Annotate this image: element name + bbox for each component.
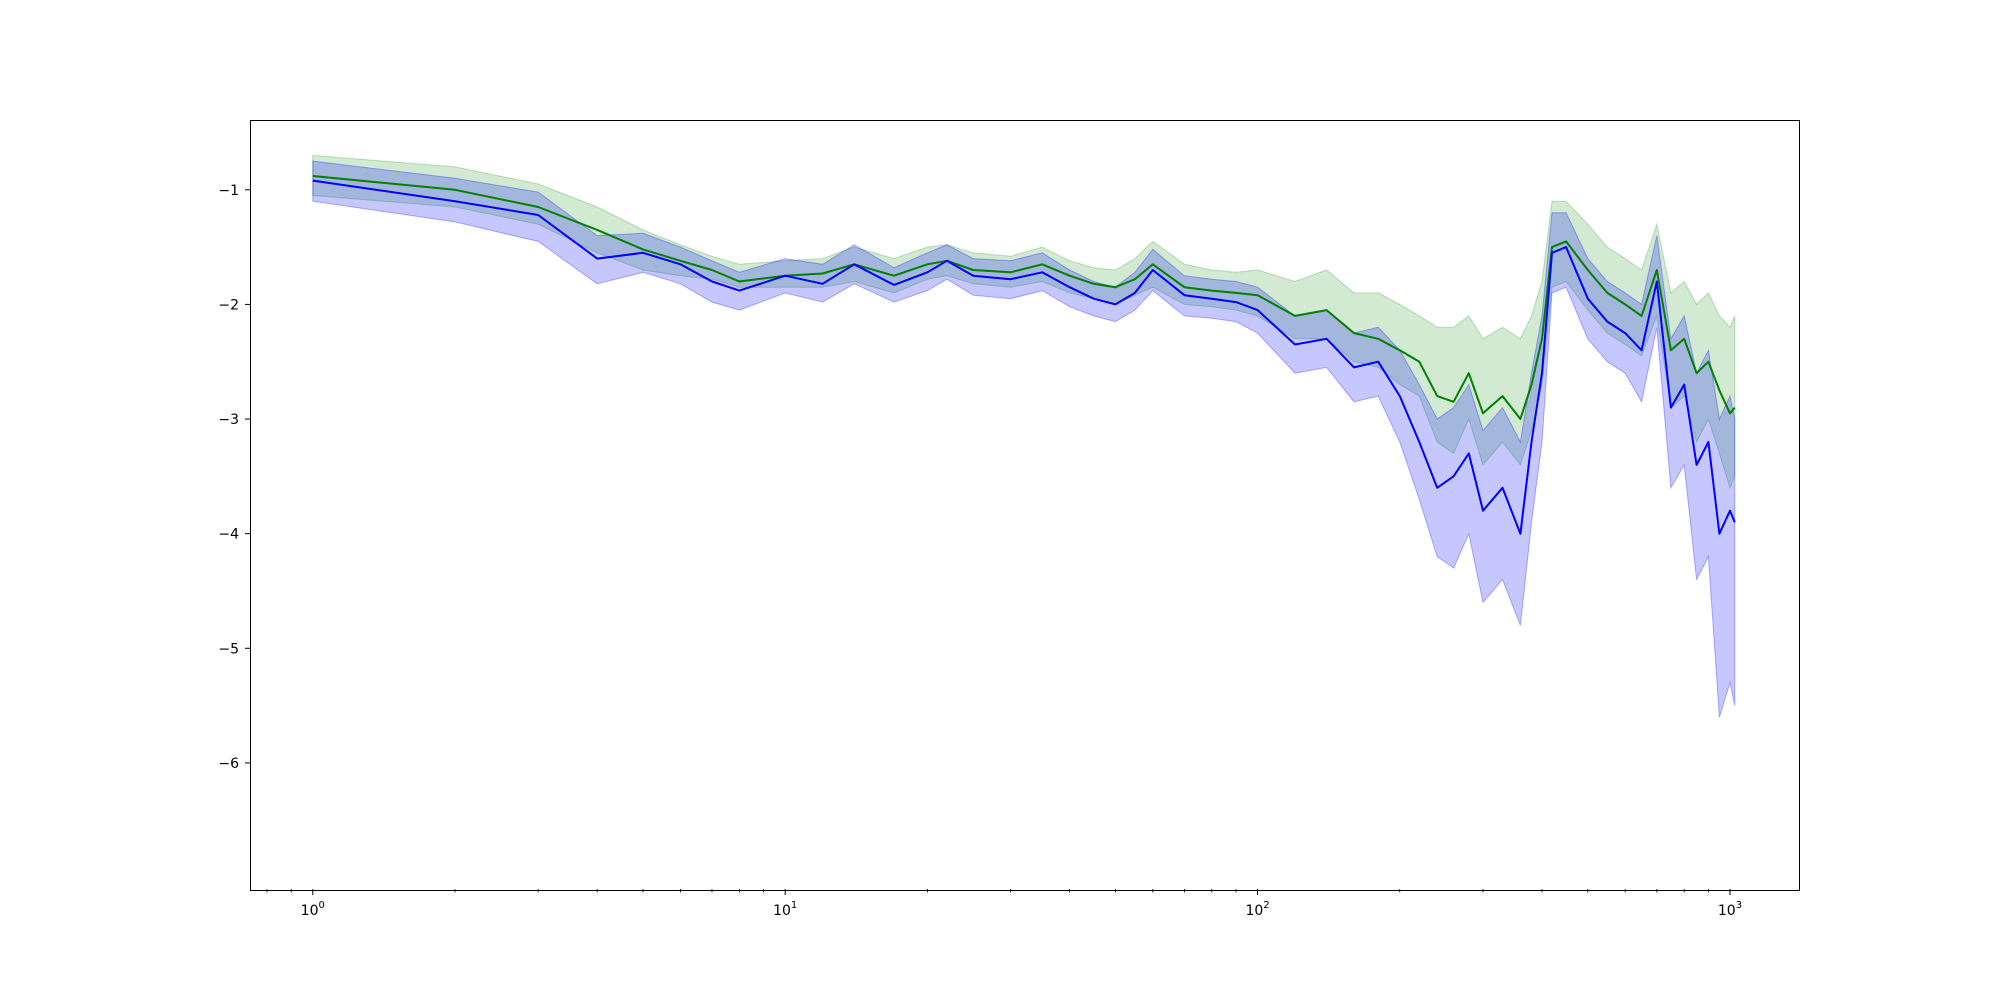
x-tick-label: 103 — [1718, 900, 1742, 919]
confidence-band-1 — [312, 154, 1736, 490]
y-tick-label: −2 — [218, 297, 239, 313]
confidence-band-2 — [312, 160, 1736, 718]
x-tick-label: 100 — [301, 900, 325, 919]
series-group — [312, 154, 1736, 718]
plot-area — [312, 154, 1736, 718]
y-tick-label: −5 — [218, 641, 239, 657]
y-tick-label: −4 — [218, 527, 239, 543]
x-tick-label: 101 — [773, 900, 797, 919]
axes-frame — [250, 120, 1800, 891]
y-tick-label: −3 — [218, 412, 239, 428]
y-tick-label: −6 — [218, 756, 239, 772]
x-tick-label: 102 — [1245, 900, 1269, 919]
x-axis: 100 101 102 103 — [266, 889, 1742, 919]
series-line-2 — [312, 179, 1736, 535]
y-axis: −1 −2 −3 −4 −5 −6 — [218, 183, 251, 772]
y-tick-label: −1 — [218, 183, 239, 199]
series-line-1 — [312, 175, 1736, 420]
